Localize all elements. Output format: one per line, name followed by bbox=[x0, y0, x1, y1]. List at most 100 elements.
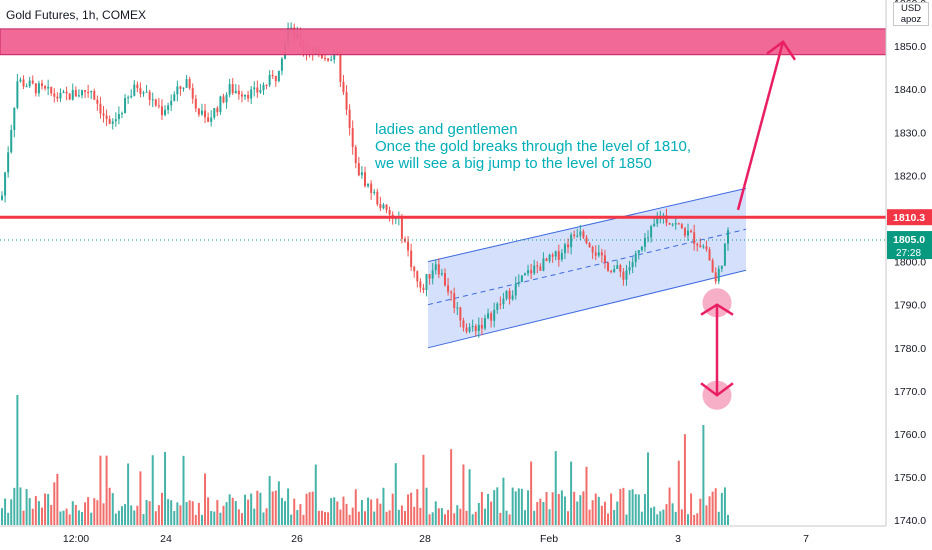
volume-bar bbox=[607, 513, 610, 525]
drawing-overlays[interactable] bbox=[0, 28, 887, 410]
volume-bar bbox=[71, 501, 74, 525]
candle-body bbox=[702, 246, 705, 248]
parallel-channel[interactable] bbox=[427, 187, 747, 349]
volume-bar bbox=[240, 513, 243, 525]
candle-body bbox=[194, 98, 197, 109]
volume-bar bbox=[450, 449, 453, 525]
candle-body bbox=[74, 90, 77, 97]
volume-bar bbox=[237, 509, 240, 525]
volume-bar bbox=[173, 511, 176, 525]
volume-bar bbox=[336, 501, 339, 525]
candle-body bbox=[176, 86, 179, 95]
candle-body bbox=[723, 243, 726, 266]
price-tick-label: 1790.0 bbox=[894, 300, 926, 312]
candle-body bbox=[339, 53, 342, 82]
volume-bar bbox=[597, 496, 600, 525]
candle-body bbox=[585, 237, 588, 244]
candle-body bbox=[164, 109, 167, 116]
volume-bar bbox=[699, 498, 702, 525]
candle-body bbox=[671, 224, 674, 226]
volume-bar bbox=[287, 488, 290, 525]
candle-body bbox=[157, 105, 160, 107]
volume-bar bbox=[296, 510, 299, 525]
volume-bar bbox=[256, 490, 259, 525]
candle-body bbox=[622, 271, 625, 280]
volume-bar bbox=[77, 510, 80, 525]
volume-bar bbox=[499, 512, 502, 525]
channel-upper-line bbox=[427, 187, 747, 263]
volume-bar bbox=[87, 497, 90, 525]
volume-bar bbox=[437, 508, 440, 525]
volume-bar bbox=[148, 501, 151, 525]
price-tick-label: 1850.0 bbox=[894, 41, 926, 53]
volume-bar bbox=[628, 490, 631, 525]
volume-bar bbox=[265, 508, 268, 525]
candle-body bbox=[699, 245, 702, 248]
candle-body bbox=[324, 57, 327, 59]
candle-body bbox=[96, 99, 99, 104]
volume-bar bbox=[108, 487, 111, 525]
candle-body bbox=[385, 204, 388, 210]
candle-body bbox=[450, 292, 453, 294]
volume-bar bbox=[84, 502, 87, 525]
currency-selector[interactable]: USD apoz bbox=[893, 2, 929, 26]
current-price-tag-text: 1805.0 bbox=[893, 234, 925, 246]
volume-bar bbox=[554, 451, 557, 525]
volume-bar bbox=[357, 511, 360, 525]
time-axis[interactable]: 12:00 24 26 28 Feb 3 7 bbox=[0, 525, 886, 545]
volume-bar bbox=[625, 514, 628, 525]
volume-bar bbox=[419, 507, 422, 525]
volume-bar bbox=[10, 499, 13, 525]
candle-body bbox=[19, 79, 22, 82]
candle-body bbox=[234, 90, 237, 93]
volume-bar bbox=[640, 511, 643, 525]
volume-bar bbox=[114, 513, 117, 525]
candle-body bbox=[536, 265, 539, 267]
price-tick-label: 1760.0 bbox=[894, 429, 926, 441]
volume-bar bbox=[191, 501, 194, 525]
volume-bar bbox=[253, 508, 256, 525]
candle-body bbox=[425, 274, 428, 290]
candle-body bbox=[250, 89, 253, 99]
volume-bar bbox=[124, 504, 127, 525]
volume-bar bbox=[354, 489, 357, 525]
volume-bar bbox=[317, 510, 320, 525]
channel-lower-line bbox=[427, 269, 747, 349]
volume-bar bbox=[299, 504, 302, 525]
volume-bar bbox=[523, 510, 526, 525]
candle-body bbox=[151, 99, 154, 101]
candle-body bbox=[62, 91, 65, 94]
candle-body bbox=[496, 303, 499, 310]
chart-title: Gold Futures, 1h, COMEX bbox=[6, 8, 147, 22]
candle-body bbox=[237, 90, 240, 95]
candle-body bbox=[207, 117, 210, 122]
volume-bar bbox=[557, 493, 560, 525]
volume-bar bbox=[142, 514, 145, 525]
volume-bar bbox=[274, 490, 277, 525]
volume-bar bbox=[573, 491, 576, 525]
volume-bar bbox=[653, 506, 656, 525]
volume-bar bbox=[400, 505, 403, 525]
volume-bar bbox=[204, 473, 207, 525]
volume-bar bbox=[234, 501, 237, 525]
candle-body bbox=[514, 283, 517, 296]
candle-body bbox=[320, 54, 323, 58]
annotation-line-3: we will see a big jump to the level of 1… bbox=[375, 155, 652, 172]
volume-bar bbox=[127, 463, 130, 525]
price-tick-label: 1750.0 bbox=[894, 472, 926, 484]
candle-body bbox=[717, 268, 720, 282]
candle-body bbox=[465, 327, 468, 332]
candle-body bbox=[354, 147, 357, 164]
volume-bar bbox=[690, 493, 693, 525]
volume-bar bbox=[591, 500, 594, 525]
volume-bar bbox=[440, 508, 443, 525]
volume-bar bbox=[219, 512, 222, 525]
price-axis[interactable]: 1740.0 1750.0 1760.0 1770.0 1780.0 1790.0 1800… bbox=[885, 0, 932, 550]
volume-bar bbox=[671, 503, 674, 525]
volume-bar bbox=[613, 509, 616, 525]
volume-bar bbox=[225, 502, 228, 525]
analysis-annotation[interactable]: ladies and gentlemen Once the gold break… bbox=[375, 121, 691, 172]
candle-body bbox=[656, 218, 659, 224]
candle-body bbox=[650, 226, 653, 238]
